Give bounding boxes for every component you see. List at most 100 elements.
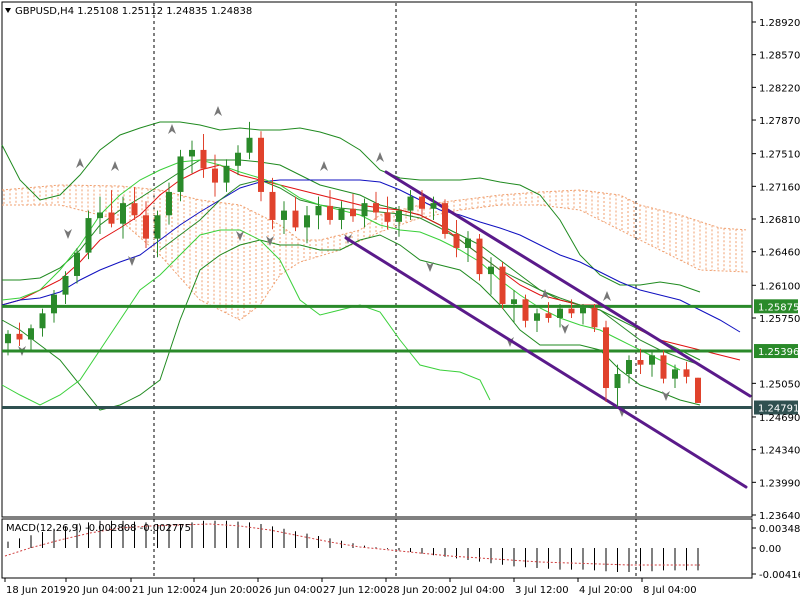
fractal-down-arrow-icon xyxy=(266,236,274,246)
candle-body xyxy=(292,210,299,228)
candle xyxy=(545,302,552,323)
candle xyxy=(488,257,494,295)
candle xyxy=(177,149,184,202)
candle xyxy=(660,350,667,384)
triangle-down-icon[interactable] xyxy=(5,8,11,13)
candle xyxy=(614,364,621,407)
chart-header: GBPUSD,H4 1.25108 1.25112 1.24835 1.2483… xyxy=(5,6,252,17)
channel-lower-line xyxy=(344,236,748,489)
candle-body xyxy=(74,252,80,276)
candle-body xyxy=(672,369,678,379)
candle xyxy=(361,198,368,228)
candle-body xyxy=(683,369,690,377)
candle xyxy=(511,289,517,323)
price-tick-label: 1.27870 xyxy=(759,116,800,127)
macd-tick-label: 0.00 xyxy=(759,544,781,555)
price-tick-label: 1.24340 xyxy=(759,446,800,457)
candle xyxy=(522,294,529,328)
candle-body xyxy=(223,165,230,183)
price-tick-label: 1.26810 xyxy=(759,215,800,226)
candle-body xyxy=(177,156,184,192)
lagging-span xyxy=(1,229,491,406)
fractal-down-arrow-icon xyxy=(426,262,434,272)
candle-body xyxy=(603,327,609,389)
candle-body xyxy=(465,238,471,248)
candle-body xyxy=(545,313,552,318)
candle xyxy=(350,193,356,222)
candle-body xyxy=(108,212,115,224)
candle-body xyxy=(166,191,172,216)
candle xyxy=(465,231,471,262)
candle xyxy=(568,299,575,318)
price-tick-label: 1.26460 xyxy=(759,248,800,259)
candle xyxy=(672,364,678,389)
fractal-down-arrow-icon xyxy=(128,256,136,266)
candle-body xyxy=(637,360,644,365)
fractal-up-arrow-icon xyxy=(76,158,84,168)
candle-body xyxy=(695,377,701,403)
price-tick-label: 1.23990 xyxy=(759,478,800,489)
time-tick-label: 3 Jul 12:00 xyxy=(515,585,569,596)
level-price-badge xyxy=(754,344,798,359)
candle-body xyxy=(384,212,391,222)
candle xyxy=(85,210,92,260)
candle xyxy=(131,187,138,220)
fractal-up-arrow-icon xyxy=(111,161,119,171)
candle xyxy=(626,355,632,384)
candle-body xyxy=(338,208,345,220)
candle-body xyxy=(580,307,586,314)
candle-body xyxy=(131,203,138,216)
fractal-up-arrow-icon xyxy=(168,124,176,134)
candle xyxy=(476,233,483,281)
candle xyxy=(39,308,46,337)
candle xyxy=(373,191,379,220)
candle xyxy=(637,348,644,375)
candle xyxy=(338,201,345,230)
candle-body xyxy=(419,196,425,209)
candle xyxy=(327,190,333,225)
macd-tick-label: -0.004163 xyxy=(759,570,800,581)
candle-body xyxy=(522,299,529,321)
candle xyxy=(683,361,690,384)
candle xyxy=(5,330,11,356)
candle-body xyxy=(315,205,322,216)
candle-body xyxy=(143,215,149,239)
candle-body xyxy=(476,238,483,275)
cloud-edge-bottom xyxy=(2,204,749,321)
cloud-edge-top xyxy=(1,184,749,241)
time-tick-label: 28 Jun 20:00 xyxy=(387,585,451,596)
candle xyxy=(97,196,103,234)
candle-body xyxy=(511,299,517,304)
candle-body xyxy=(568,308,575,314)
time-axis: 18 Jun 2019 20 Jun 04:00 21 Jun 12:00 24 Ju… xyxy=(4,578,697,596)
time-tick-label: 18 Jun 2019 xyxy=(6,585,66,596)
ma-blue xyxy=(1,179,741,333)
candle-body xyxy=(614,374,621,389)
candle-body xyxy=(258,137,264,192)
candle-body xyxy=(28,328,34,340)
level-price-label: 1.25875 xyxy=(758,302,799,313)
price-tick-label: 1.25050 xyxy=(759,379,800,390)
price-levels[interactable]: 1.25875 1.25396 1.24791 xyxy=(2,299,799,415)
time-tick-label: 24 Jun 20:00 xyxy=(195,585,259,596)
candlestick-series xyxy=(5,121,701,407)
candle xyxy=(591,303,598,332)
candle-body xyxy=(499,266,506,304)
ma-green xyxy=(159,179,701,366)
candle-body xyxy=(557,308,563,318)
fractal-down-arrow-icon xyxy=(236,231,244,241)
price-tick-label: 1.25750 xyxy=(759,314,800,325)
candle xyxy=(419,190,425,216)
candle-body xyxy=(396,210,402,222)
fractal-down-arrow-icon xyxy=(64,229,72,239)
candle-body xyxy=(534,313,540,321)
time-tick-label: 21 Jun 12:00 xyxy=(132,585,196,596)
macd-label: MACD(12,26,9) -0.002808 -0.002775 xyxy=(6,523,191,534)
candle xyxy=(534,308,540,332)
time-tick-label: 8 Jul 04:00 xyxy=(643,585,697,596)
candle-body xyxy=(327,205,333,220)
candle-body xyxy=(235,152,241,166)
candle-body xyxy=(430,203,437,209)
